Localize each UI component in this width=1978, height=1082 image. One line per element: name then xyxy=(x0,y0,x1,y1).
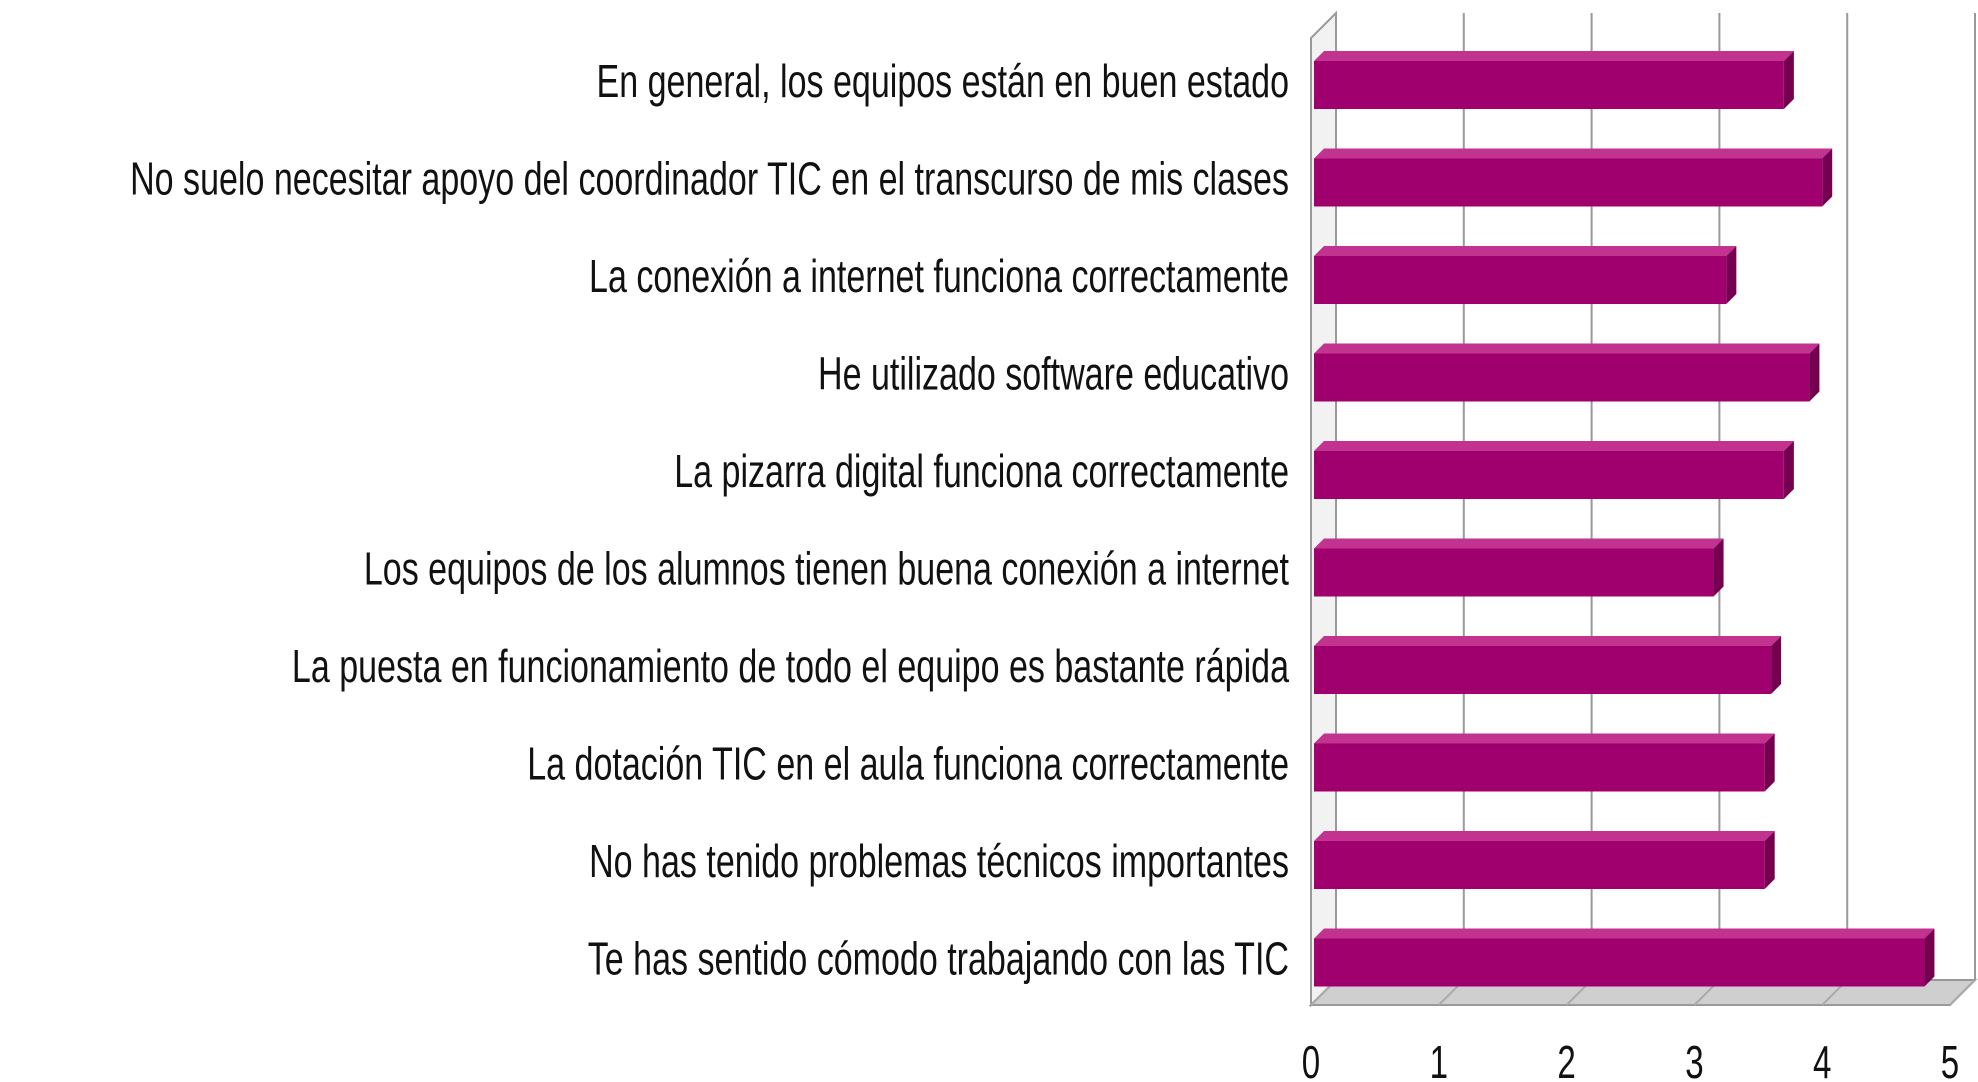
bar xyxy=(1314,353,1810,402)
bar-top xyxy=(1314,441,1794,451)
y-tick-group: La puesta en funcionamiento de todo el e… xyxy=(292,640,1290,692)
bar-side xyxy=(1783,441,1794,499)
y-tick-label: No suelo necesitar apoyo del coordinador… xyxy=(130,153,1289,205)
bar-top xyxy=(1314,733,1775,744)
bar xyxy=(1314,256,1727,304)
bar xyxy=(1314,158,1823,207)
y-tick-label: La puesta en funcionamiento de todo el e… xyxy=(292,640,1290,692)
bar-side xyxy=(1764,733,1775,792)
y-tick-label: Los equipos de los alumnos tienen buena … xyxy=(364,543,1289,595)
bar-side xyxy=(1726,246,1737,304)
x-tick-label: 4 xyxy=(1813,1038,1831,1082)
bar-top xyxy=(1314,636,1782,646)
bar-top xyxy=(1314,538,1724,549)
x-tick-group: 1 xyxy=(1430,1038,1448,1082)
y-tick-group: La pizarra digital funciona correctament… xyxy=(674,445,1289,497)
bar xyxy=(1314,841,1765,889)
bar-side xyxy=(1822,148,1833,207)
x-tick-group: 3 xyxy=(1685,1038,1703,1082)
bar-top xyxy=(1314,51,1794,61)
y-tick-group: No suelo necesitar apoyo del coordinador… xyxy=(130,153,1289,205)
bar xyxy=(1314,548,1714,597)
y-tick-label: No has tenido problemas técnicos importa… xyxy=(589,835,1289,887)
y-tick-label: La pizarra digital funciona correctament… xyxy=(674,445,1289,497)
bar-side xyxy=(1764,831,1775,889)
x-tick-label: 0 xyxy=(1302,1038,1320,1082)
x-tick-group: 5 xyxy=(1941,1038,1959,1082)
bar xyxy=(1314,61,1784,109)
bar xyxy=(1314,743,1765,792)
y-tick-group: La conexión a internet funciona correcta… xyxy=(589,250,1289,302)
bar-top xyxy=(1314,148,1833,159)
bar-side xyxy=(1783,51,1794,109)
bar-top xyxy=(1314,928,1935,939)
y-tick-group: En general, los equipos están en buen es… xyxy=(597,55,1289,107)
y-tick-group: Los equipos de los alumnos tienen buena … xyxy=(364,543,1289,595)
y-tick-label: En general, los equipos están en buen es… xyxy=(597,55,1289,107)
bar xyxy=(1314,451,1784,499)
bar-top xyxy=(1314,343,1820,354)
y-tick-group: He utilizado software educativo xyxy=(818,348,1289,400)
bar xyxy=(1314,938,1925,987)
y-tick-label: Te has sentido cómodo trabajando con las… xyxy=(588,933,1289,985)
x-tick-label: 2 xyxy=(1557,1038,1575,1082)
bar-side xyxy=(1713,538,1724,597)
y-tick-label: La conexión a internet funciona correcta… xyxy=(589,250,1289,302)
floor-grid-line xyxy=(1949,979,1976,1006)
y-tick-group: La dotación TIC en el aula funciona corr… xyxy=(527,738,1289,790)
x-tick-group: 4 xyxy=(1813,1038,1831,1082)
bar xyxy=(1314,646,1772,694)
bar-top xyxy=(1314,246,1737,256)
bar-side xyxy=(1809,343,1820,402)
x-tick-label: 1 xyxy=(1430,1038,1448,1082)
x-tick-label: 5 xyxy=(1941,1038,1959,1082)
x-tick-label: 3 xyxy=(1685,1038,1703,1082)
x-tick-group: 2 xyxy=(1557,1038,1575,1082)
bar-side xyxy=(1924,928,1935,987)
bar-side xyxy=(1771,636,1782,694)
y-tick-label: La dotación TIC en el aula funciona corr… xyxy=(527,738,1289,790)
y-tick-label: He utilizado software educativo xyxy=(818,348,1289,400)
y-tick-group: No has tenido problemas técnicos importa… xyxy=(589,835,1289,887)
bar-top xyxy=(1314,831,1775,841)
y-tick-group: Te has sentido cómodo trabajando con las… xyxy=(588,933,1289,985)
x-tick-group: 0 xyxy=(1302,1038,1320,1082)
